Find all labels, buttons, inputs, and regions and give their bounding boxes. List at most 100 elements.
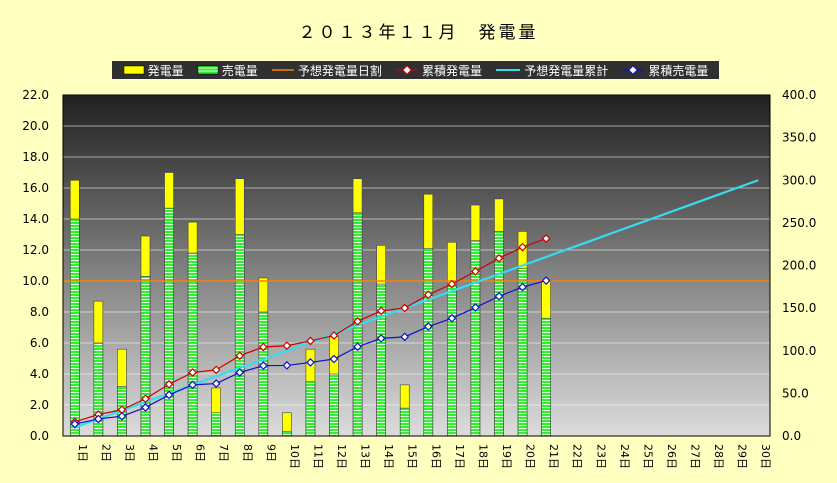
bar-sold (423, 248, 434, 437)
marker-cumulative-generation (258, 342, 268, 352)
y-left-tick-label: 22.0 (22, 88, 49, 102)
y-left-tick-label: 12.0 (22, 243, 49, 257)
marker-cumulative-sold (518, 282, 527, 292)
bar-sold (258, 311, 269, 437)
marker-cumulative-sold (306, 358, 315, 367)
legend-label-forecast-cumulative: 予想発電量累計 (524, 63, 609, 78)
legend-label-forecast-daily: 予想発電量日割 (297, 63, 382, 78)
marker-cumulative-sold (376, 334, 386, 343)
marker-cumulative-generation (164, 379, 174, 389)
marker-cumulative-sold (282, 361, 292, 370)
marker-cumulative-generation (329, 331, 339, 340)
legend-item-cumulative-sold: 累積売電量 (621, 62, 708, 79)
y-right-tick-label: 400.0 (782, 88, 816, 102)
x-tick-label: 18日 (476, 444, 489, 469)
x-tick-label: 22日 (571, 444, 584, 469)
x-tick-label: 19日 (500, 444, 513, 469)
marker-cumulative-sold (541, 276, 551, 285)
legend-swatch-forecast-cumulative (496, 69, 521, 71)
marker-cumulative-generation (211, 365, 221, 375)
x-tick-label: 12日 (335, 444, 348, 469)
marker-cumulative-generation (93, 410, 103, 419)
marker-cumulative-generation (471, 266, 480, 276)
axis-layer: 0.0 2.0 4.0 6.0 8.0 10.0 12.0 14.0 16.0 18.0 20.0 2… (22, 88, 816, 469)
y-right-tick-label: 300.0 (782, 173, 816, 187)
marker-cumulative-sold (164, 390, 174, 400)
x-tick-label: 8日 (241, 444, 254, 462)
y-left-tick-label: 14.0 (22, 212, 49, 226)
plot-border (62, 94, 771, 437)
x-tick-label: 3日 (123, 444, 136, 462)
bar-sold (541, 317, 551, 437)
x-tick-label: 1日 (76, 444, 89, 462)
y-left-tick-label: 18.0 (22, 150, 49, 164)
marker-cumulative-sold (188, 380, 198, 390)
x-tick-label: 13日 (359, 444, 372, 469)
y-left-tick-label: 4.0 (30, 367, 49, 381)
bar-sold (447, 285, 457, 437)
x-tick-label: 7日 (217, 444, 230, 462)
x-tick-label: 5日 (170, 444, 183, 462)
y-left-tick-label: 10.0 (22, 274, 49, 288)
x-tick-label: 28日 (712, 444, 725, 469)
x-tick-label: 10日 (288, 444, 301, 469)
marker-cumulative-generation (306, 336, 315, 346)
x-tick-label: 20日 (524, 444, 537, 469)
marker-cumulative-sold (329, 354, 339, 364)
x-tick-label: 14日 (382, 444, 395, 469)
marker-cumulative-sold (494, 291, 504, 301)
bar-sold (517, 268, 528, 437)
x-tick-label: 11日 (311, 444, 324, 469)
legend-item-forecast-daily: 予想発電量日割 (271, 62, 382, 79)
chart-title: ２０１３年１１月 発電量 (298, 23, 539, 43)
y-left-tick-label: 20.0 (22, 119, 49, 133)
legend-item-sold: 売電量 (197, 62, 258, 79)
x-tick-label: 26日 (665, 444, 678, 469)
marker-cumulative-generation (494, 253, 504, 263)
marker-cumulative-sold (353, 342, 362, 352)
line-layer (63, 179, 770, 429)
marker-cumulative-sold (235, 368, 245, 377)
legend-label-generation: 発電量 (147, 63, 184, 78)
x-tick-label: 29日 (736, 444, 749, 469)
legend-item-generation: 発電量 (123, 62, 184, 79)
bar-sold (329, 373, 339, 437)
plot-background (63, 95, 770, 436)
marker-cumulative-sold (117, 411, 127, 421)
bar-sold (305, 381, 316, 437)
marker-cumulative-generation (541, 234, 551, 243)
x-tick-label: 27日 (689, 444, 702, 469)
bar-sold (399, 407, 410, 437)
marker-cumulative-sold (141, 403, 150, 412)
x-tick-label: 21日 (547, 444, 560, 469)
y-right-tick-label: 100.0 (782, 344, 816, 358)
y-left-tick-label: 16.0 (22, 181, 49, 195)
legend-swatch-cumulative-generation (396, 65, 419, 75)
x-tick-label: 15日 (406, 444, 419, 469)
marker-cumulative-sold (447, 313, 457, 323)
marker-cumulative-generation (376, 306, 386, 316)
marker-cumulative-generation (518, 242, 527, 252)
y-right-tick-label: 200.0 (782, 259, 816, 273)
legend-swatch-generation (123, 65, 144, 75)
marker-cumulative-generation (235, 351, 245, 361)
legend-label-cumulative-sold: 累積売電量 (648, 63, 709, 78)
marker-cumulative-generation (282, 341, 292, 351)
x-tick-label: 9日 (264, 444, 277, 462)
x-tick-label: 24日 (618, 444, 631, 469)
legend-swatch-forecast-daily (271, 69, 294, 71)
legend-label-cumulative-generation: 累積発電量 (422, 63, 483, 78)
legend-item-cumulative-generation: 累積発電量 (395, 62, 482, 79)
y-right-tick-label: 150.0 (782, 301, 816, 315)
bar-sold (164, 207, 174, 437)
bar-sold (234, 234, 245, 437)
x-tick-label: 30日 (759, 444, 772, 469)
y-left-tick-label: 0.0 (30, 429, 49, 443)
x-tick-label: 4日 (146, 444, 159, 462)
bar-sold (282, 431, 292, 437)
bar-sold (69, 218, 80, 437)
y-right-tick-label: 350.0 (782, 131, 816, 145)
legend-swatch-sold (197, 65, 218, 75)
